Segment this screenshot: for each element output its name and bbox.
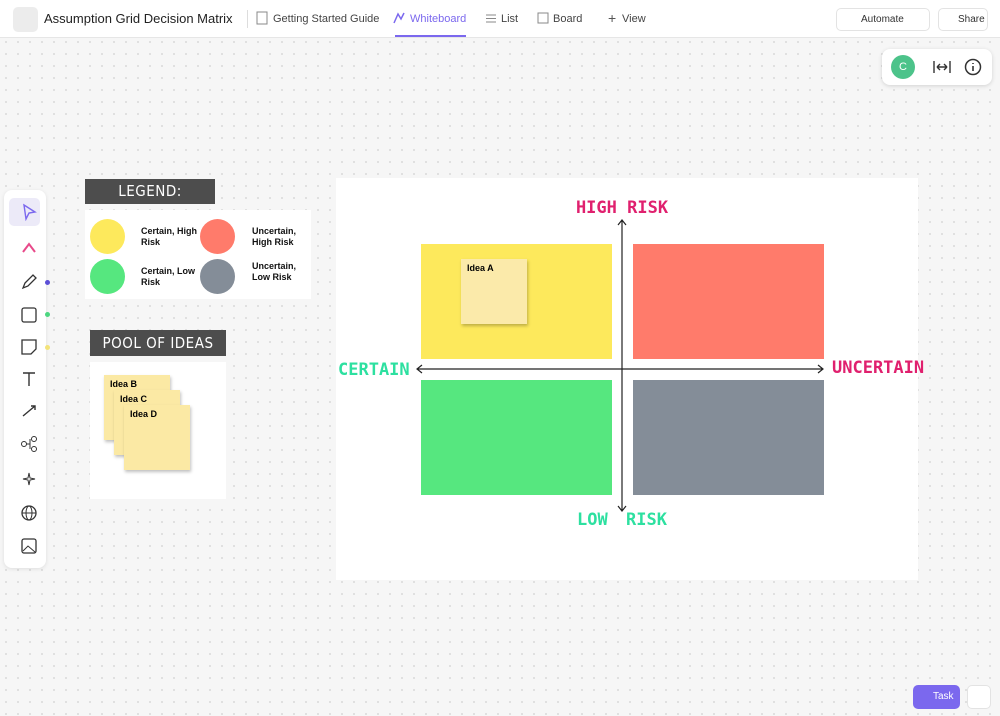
toolbar (4, 190, 46, 568)
sticky-note[interactable]: Idea D (124, 405, 190, 470)
color-dot (45, 280, 50, 285)
apps-button[interactable] (967, 685, 991, 709)
plus-icon: + (608, 10, 617, 26)
separator (247, 10, 248, 28)
legend-label: Certain, Low Risk (141, 266, 196, 287)
legend-title: LEGEND: (85, 179, 215, 204)
task-button[interactable]: Task (913, 685, 960, 709)
pool: Idea B Idea C Idea D (90, 362, 226, 499)
tab-underline (395, 35, 466, 37)
info-icon[interactable] (964, 58, 982, 76)
tool-icon[interactable] (20, 435, 38, 453)
list-icon (486, 14, 496, 23)
fit-icon[interactable] (932, 59, 952, 75)
legend-swatch (90, 219, 125, 254)
tool-icon[interactable] (20, 338, 38, 356)
tab-active[interactable]: Whiteboard (410, 13, 467, 25)
tool-icon[interactable] (20, 537, 38, 555)
tab[interactable]: Getting Started Guide (273, 13, 380, 25)
legend-label: Certain, High Risk (141, 226, 198, 247)
legend-swatch (200, 259, 235, 294)
space-icon[interactable] (13, 7, 38, 32)
avatar[interactable]: C (891, 55, 915, 79)
matrix-board: Idea A HIGH RISK LOW RISK CERTAIN UNCERT… (336, 178, 924, 580)
axis-label: HIGH RISK (575, 198, 669, 218)
tool-icon[interactable] (20, 471, 38, 489)
legend: Certain, High Risk Uncertain, High Risk … (85, 210, 311, 299)
tab[interactable]: Board (553, 13, 583, 25)
axes (416, 219, 824, 512)
tool-icon[interactable] (20, 306, 38, 324)
tool-icon[interactable] (20, 273, 38, 291)
legend-label: Uncertain, High Risk (252, 226, 297, 247)
button-label: Automate (861, 14, 904, 25)
button-label: Share (958, 14, 985, 25)
tool-icon[interactable] (20, 203, 38, 221)
color-dot (45, 345, 50, 350)
legend-swatch (200, 219, 235, 254)
tool-icon[interactable] (20, 504, 38, 522)
top-bar: Assumption Grid Decision Matrix Getting … (0, 0, 1000, 38)
axis-label: LOW RISK (577, 510, 667, 530)
axis-label: UNCERTAIN (832, 358, 925, 378)
share-button[interactable]: Share (938, 8, 988, 31)
tool-icon[interactable] (20, 370, 38, 388)
button-label: Task (933, 691, 954, 702)
whiteboard-icon (393, 12, 405, 24)
tab[interactable]: View (622, 13, 646, 25)
tool-icon[interactable] (20, 240, 38, 258)
pool-title: POOL OF IDEAS (90, 330, 226, 356)
legend-label: Uncertain, Low Risk (252, 261, 297, 282)
doc-icon (256, 11, 268, 25)
quadrant (421, 380, 612, 495)
sticky-note[interactable]: Idea A (461, 259, 527, 324)
automate-button[interactable]: Automate (836, 8, 930, 31)
view-panel: C (882, 49, 992, 85)
legend-swatch (90, 259, 125, 294)
color-dot (45, 312, 50, 317)
axis-label: CERTAIN (338, 360, 410, 380)
quadrant (633, 380, 824, 495)
tab[interactable]: List (501, 13, 519, 25)
quadrant (633, 244, 824, 359)
tool-icon[interactable] (20, 402, 38, 420)
board-icon (537, 12, 549, 24)
page-title: Assumption Grid Decision Matrix (44, 11, 233, 26)
